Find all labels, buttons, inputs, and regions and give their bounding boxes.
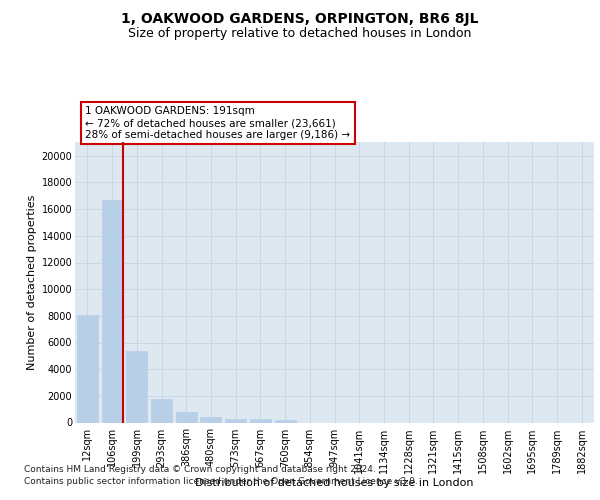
Text: 1, OAKWOOD GARDENS, ORPINGTON, BR6 8JL: 1, OAKWOOD GARDENS, ORPINGTON, BR6 8JL	[121, 12, 479, 26]
Bar	[250, 420, 271, 422]
Y-axis label: Number of detached properties: Number of detached properties	[28, 195, 37, 370]
Bar	[101, 200, 122, 422]
Text: 1 OAKWOOD GARDENS: 191sqm
← 72% of detached houses are smaller (23,661)
28% of s: 1 OAKWOOD GARDENS: 191sqm ← 72% of detac…	[85, 106, 350, 140]
Bar	[77, 314, 98, 422]
Text: Size of property relative to detached houses in London: Size of property relative to detached ho…	[128, 28, 472, 40]
Bar	[275, 420, 296, 422]
Text: Contains HM Land Registry data © Crown copyright and database right 2024.: Contains HM Land Registry data © Crown c…	[24, 465, 376, 474]
X-axis label: Distribution of detached houses by size in London: Distribution of detached houses by size …	[195, 478, 474, 488]
Bar	[200, 418, 221, 422]
Bar	[126, 351, 147, 422]
Bar	[225, 418, 246, 422]
Bar	[151, 399, 172, 422]
Bar	[176, 412, 197, 422]
Text: Contains public sector information licensed under the Open Government Licence v3: Contains public sector information licen…	[24, 478, 418, 486]
